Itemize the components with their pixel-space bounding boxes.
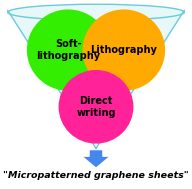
Circle shape xyxy=(83,9,165,91)
Circle shape xyxy=(59,70,133,144)
Text: Lithography: Lithography xyxy=(90,45,157,55)
FancyArrow shape xyxy=(84,150,108,167)
Circle shape xyxy=(27,9,109,91)
Text: "Micropatterned graphene sheets": "Micropatterned graphene sheets" xyxy=(3,171,189,180)
Polygon shape xyxy=(8,10,184,148)
Text: Direct
writing: Direct writing xyxy=(76,96,116,118)
Ellipse shape xyxy=(8,4,184,20)
Text: Soft-
lithography: Soft- lithography xyxy=(36,39,100,61)
